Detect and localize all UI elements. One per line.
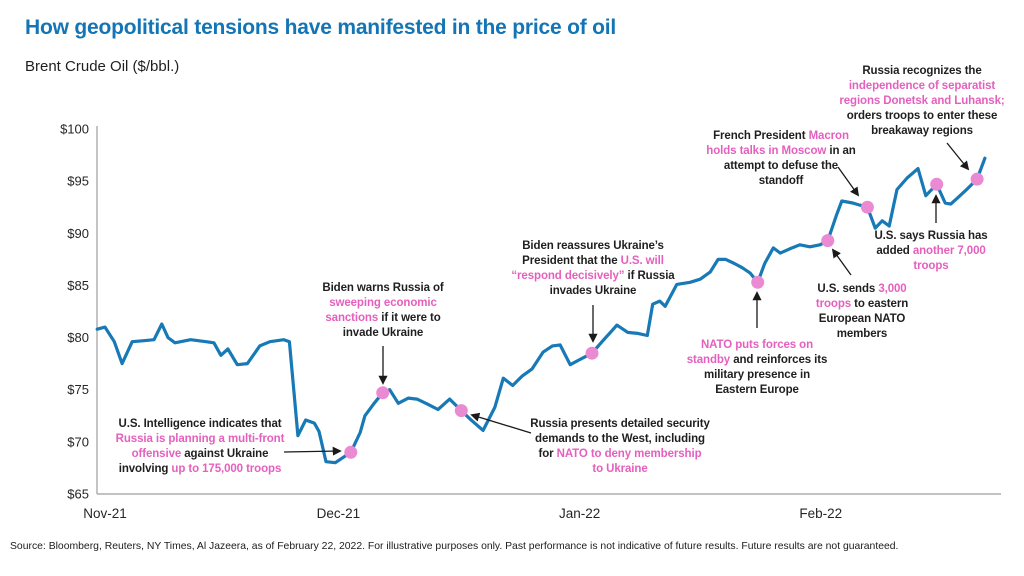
- event-dot-biden-reassures: [585, 346, 599, 360]
- annotation-arrow-us-intelligence: [283, 446, 342, 456]
- y-axis-label: $65: [67, 487, 89, 502]
- annotation-arrow-russia-security-demands: [470, 412, 532, 434]
- event-dot-us-sends-3000: [821, 234, 835, 248]
- y-axis-label: $75: [67, 382, 89, 397]
- x-axis-label: Feb-22: [799, 506, 842, 521]
- y-axis-label: $95: [67, 174, 89, 189]
- y-axis-label: $85: [67, 278, 89, 293]
- event-dot-nato-standby: [751, 275, 765, 289]
- price-line-layer: [95, 156, 987, 465]
- annotation-arrow-macron-moscow: [837, 166, 860, 197]
- x-axis-label: Jan-22: [559, 506, 600, 521]
- y-axis-label: $70: [67, 434, 89, 449]
- y-axis-label: $100: [60, 122, 89, 137]
- event-dot-macron-moscow: [860, 200, 874, 214]
- price-line: [95, 156, 987, 465]
- event-dot-donetsk-luhansk: [970, 172, 984, 186]
- annotation-arrow-donetsk-luhansk: [946, 142, 970, 171]
- y-axis-label: $80: [67, 330, 89, 345]
- page-title: How geopolitical tensions have manifeste…: [25, 16, 617, 39]
- event-dot-russia-security-demands: [454, 404, 468, 418]
- event-dot-biden-warns-sanctions: [376, 386, 390, 400]
- event-dot-us-intelligence: [344, 445, 358, 459]
- event-dot-layer: [344, 172, 984, 459]
- x-axis-label: Dec-21: [317, 506, 361, 521]
- annotation-arrow-us-sends-3000: [831, 248, 852, 276]
- y-axis-label: $90: [67, 226, 89, 241]
- chart-subtitle: Brent Crude Oil ($/bbl.): [25, 58, 180, 75]
- x-axis-label: Nov-21: [83, 506, 127, 521]
- axes: $100 $95 $90 $85 $80 $75 $70 $65 Nov-21 Dec-21 Jan…: [60, 122, 1001, 521]
- source-note: Source: Bloomberg, Reuters, NY Times, Al…: [10, 541, 899, 552]
- annotation-arrow-layer: [283, 142, 970, 456]
- event-dot-russia-adds-7000: [930, 177, 944, 191]
